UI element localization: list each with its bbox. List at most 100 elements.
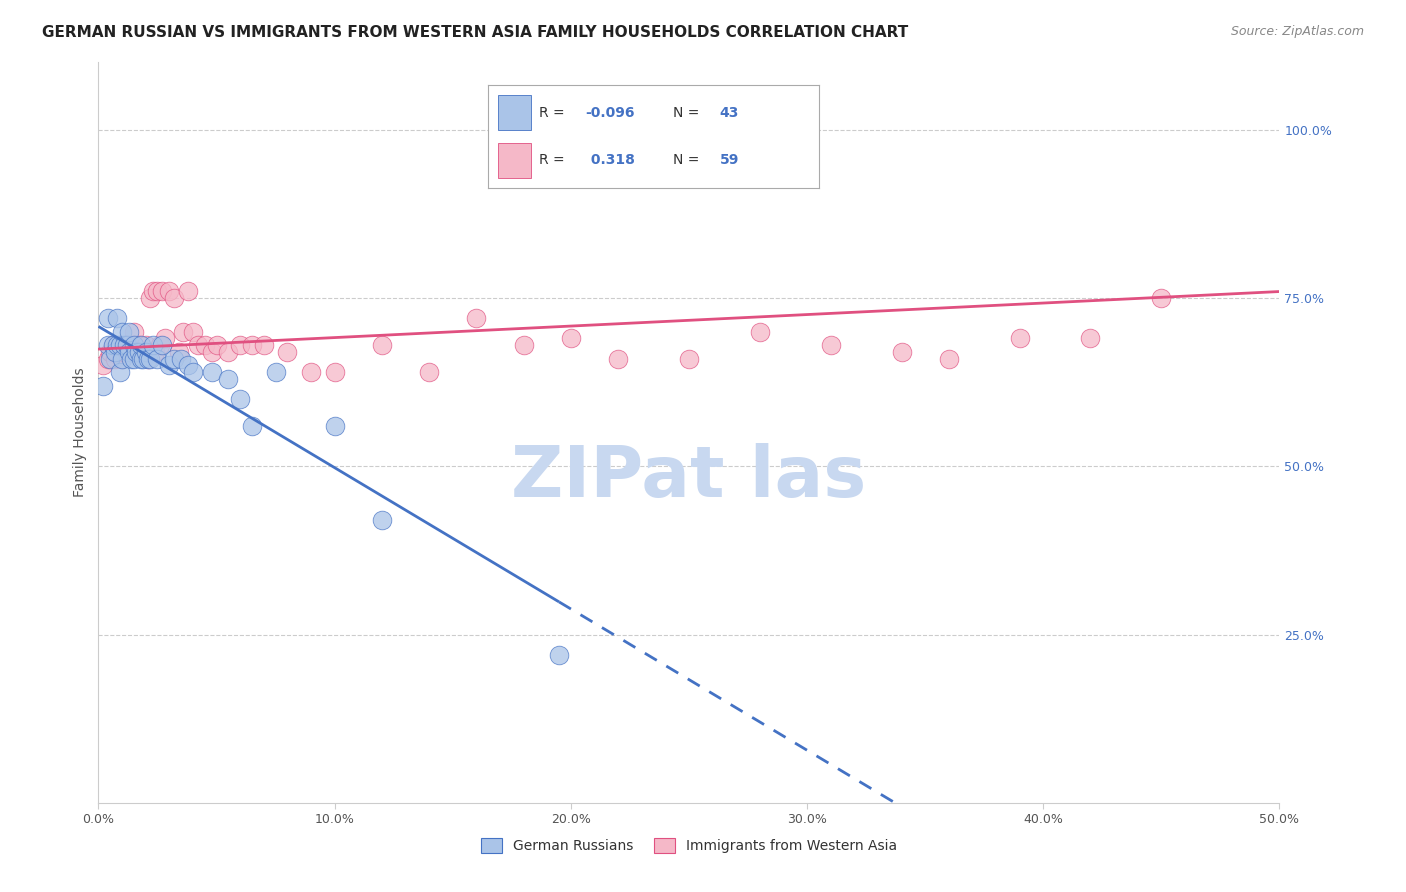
Point	[1008, 331, 1031, 345]
Point	[108, 338, 131, 352]
Point	[240, 338, 263, 352]
Point	[142, 338, 165, 352]
Point	[104, 351, 127, 366]
Point	[240, 418, 263, 433]
Point	[91, 378, 114, 392]
Point	[122, 338, 145, 352]
Point	[97, 311, 120, 326]
Point	[112, 338, 135, 352]
Point	[104, 344, 127, 359]
Point	[112, 344, 135, 359]
Point	[142, 285, 165, 299]
Point	[122, 338, 145, 352]
Point	[181, 325, 204, 339]
Legend: German Russians, Immigrants from Western Asia: German Russians, Immigrants from Western…	[475, 833, 903, 859]
Point	[371, 338, 394, 352]
Point	[194, 338, 217, 352]
Point	[143, 344, 166, 359]
Point	[253, 338, 276, 352]
Point	[323, 418, 346, 433]
Point	[121, 344, 143, 359]
Point	[105, 311, 128, 326]
Point	[125, 344, 148, 359]
Point	[371, 513, 394, 527]
Point	[111, 325, 134, 339]
Point	[678, 351, 700, 366]
Point	[157, 359, 180, 373]
Point	[163, 351, 186, 366]
Point	[607, 351, 630, 366]
Y-axis label: Family Households: Family Households	[73, 368, 87, 498]
Point	[136, 351, 159, 366]
Point	[108, 365, 131, 379]
Point	[118, 338, 141, 352]
Text: ZIPat las: ZIPat las	[512, 442, 866, 511]
Point	[98, 344, 121, 359]
Point	[132, 351, 155, 366]
Point	[548, 648, 571, 662]
Point	[264, 365, 287, 379]
Point	[820, 338, 842, 352]
Point	[157, 285, 180, 299]
Point	[135, 338, 157, 352]
Point	[890, 344, 912, 359]
Point	[181, 365, 204, 379]
Point	[418, 365, 440, 379]
Point	[115, 338, 138, 352]
Point	[187, 338, 209, 352]
Point	[118, 344, 141, 359]
Point	[129, 344, 152, 359]
Point	[146, 351, 169, 366]
Point	[122, 325, 145, 339]
Point	[101, 338, 124, 352]
Point	[172, 325, 194, 339]
Point	[201, 365, 224, 379]
Text: Source: ZipAtlas.com: Source: ZipAtlas.com	[1230, 25, 1364, 38]
Point	[111, 351, 134, 366]
Point	[136, 351, 159, 366]
Point	[121, 351, 143, 366]
Point	[128, 344, 150, 359]
Point	[150, 338, 173, 352]
Point	[512, 338, 534, 352]
Point	[163, 291, 186, 305]
Point	[118, 325, 141, 339]
Point	[91, 359, 114, 373]
Point	[128, 338, 150, 352]
Point	[560, 331, 582, 345]
Point	[111, 351, 134, 366]
Point	[115, 338, 138, 352]
Point	[205, 338, 228, 352]
Point	[150, 285, 173, 299]
Point	[153, 331, 176, 345]
Point	[125, 344, 148, 359]
Point	[276, 344, 298, 359]
Point	[97, 351, 120, 366]
Point	[122, 351, 145, 366]
Point	[105, 338, 128, 352]
Point	[139, 351, 162, 366]
Point	[170, 351, 193, 366]
Point	[177, 285, 200, 299]
Point	[97, 338, 120, 352]
Point	[177, 359, 200, 373]
Point	[139, 291, 162, 305]
Point	[98, 351, 121, 366]
Point	[229, 392, 252, 406]
Point	[323, 365, 346, 379]
Point	[1150, 291, 1173, 305]
Point	[938, 351, 960, 366]
Point	[129, 351, 152, 366]
Point	[108, 338, 131, 352]
Point	[149, 338, 172, 352]
Point	[101, 338, 124, 352]
Point	[465, 311, 488, 326]
Point	[217, 372, 239, 386]
Point	[132, 344, 155, 359]
Point	[748, 325, 770, 339]
Point	[167, 344, 190, 359]
Text: GERMAN RUSSIAN VS IMMIGRANTS FROM WESTERN ASIA FAMILY HOUSEHOLDS CORRELATION CHA: GERMAN RUSSIAN VS IMMIGRANTS FROM WESTER…	[42, 25, 908, 40]
Point	[129, 338, 152, 352]
Point	[201, 344, 224, 359]
Point	[135, 344, 157, 359]
